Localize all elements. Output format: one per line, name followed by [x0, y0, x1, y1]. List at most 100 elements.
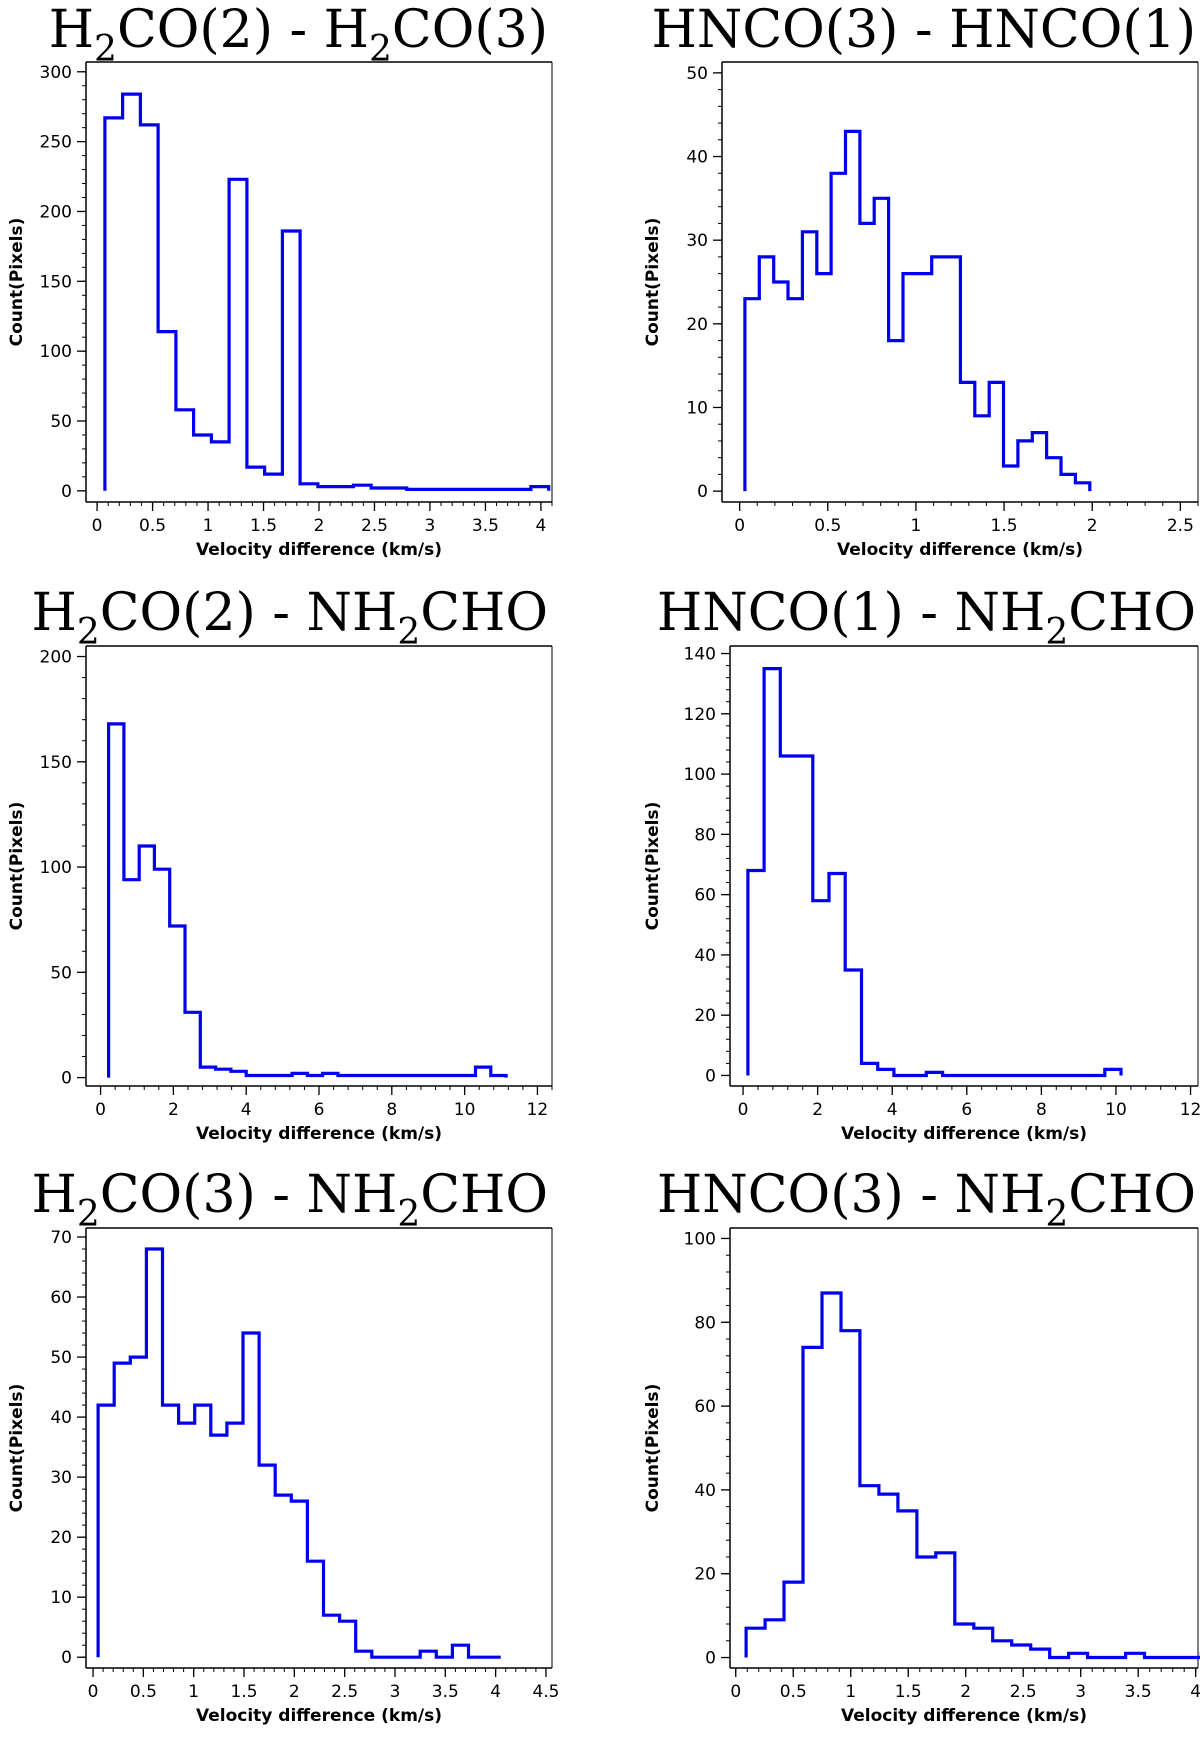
- y-tick-label: 80: [694, 1313, 716, 1333]
- x-tick-label: 4: [1190, 1682, 1200, 1702]
- x-axis-label: Velocity difference (km/s): [841, 1124, 1087, 1144]
- histogram-panel-2: HNCO(3) - HNCO(1) 0 10 20 30 40 50 0 0.5 1 1.5 2 2.5…: [643, 0, 1199, 560]
- title-part: 2: [369, 29, 392, 70]
- histogram-bin: [424, 489, 442, 490]
- histogram-bin: [1105, 1069, 1121, 1075]
- histogram-bin: [185, 1012, 200, 1077]
- y-tick-label: 120: [684, 705, 716, 725]
- histogram-bin: [784, 1582, 803, 1657]
- panel-title: HNCO(3) - NH2CHO: [657, 1165, 1196, 1235]
- histogram-bin: [491, 1075, 506, 1077]
- y-tick-label: 150: [40, 272, 72, 292]
- y-tick-label: 20: [694, 1565, 716, 1585]
- y-tick-label: 200: [40, 648, 72, 668]
- histogram-bin: [860, 223, 874, 491]
- y-tick-label: 0: [61, 482, 72, 502]
- histogram-bin: [960, 382, 974, 491]
- x-tick-label: 6: [961, 1100, 972, 1120]
- x-tick-label: 10: [1105, 1100, 1127, 1120]
- histogram-bin: [291, 1501, 307, 1657]
- histogram-bin: [829, 874, 845, 1076]
- y-tick-label: 100: [40, 342, 72, 362]
- histogram-bin: [1012, 1645, 1031, 1658]
- x-tick-label: 1: [845, 1682, 856, 1702]
- histogram-bin: [975, 416, 989, 491]
- histogram-bin: [748, 871, 764, 1076]
- y-axis-label: Count(Pixels): [643, 802, 663, 931]
- x-tick-label: 0: [738, 1100, 749, 1120]
- histogram-bin: [282, 231, 300, 491]
- x-tick-label: 0: [730, 1682, 741, 1702]
- y-tick-label: 0: [697, 482, 708, 502]
- x-tick-label: 3: [1075, 1682, 1086, 1702]
- y-tick-label: 40: [686, 148, 708, 168]
- histogram-bin: [989, 382, 1003, 491]
- x-tick-label: 6: [314, 1100, 325, 1120]
- histogram-bin: [324, 1615, 340, 1657]
- y-tick-label: 100: [40, 858, 72, 878]
- y-tick-label: 0: [61, 1069, 72, 1089]
- x-axis-label: Velocity difference (km/s): [196, 1706, 442, 1726]
- histogram-bin: [765, 1620, 784, 1658]
- histogram-bin: [1032, 433, 1046, 492]
- x-tick-label: 12: [527, 1100, 549, 1120]
- title-part: 2: [397, 612, 420, 653]
- x-tick-label: 0.5: [780, 1682, 807, 1702]
- histogram-outline: [744, 1291, 1200, 1660]
- histogram-bin: [356, 1651, 372, 1657]
- histogram-bin: [211, 1435, 227, 1657]
- x-tick-label: 4: [535, 516, 546, 536]
- histogram-bin: [442, 489, 460, 490]
- y-tick-label: 300: [40, 63, 72, 83]
- histogram-bin: [265, 474, 283, 491]
- y-tick-label: 0: [61, 1648, 72, 1668]
- histogram-bin: [318, 487, 336, 491]
- histogram-bin: [788, 299, 802, 491]
- histogram-bin: [194, 435, 212, 491]
- histogram-bin: [200, 1067, 215, 1078]
- histogram-bin: [130, 1357, 146, 1657]
- histogram-bin: [495, 489, 513, 490]
- histogram-bin: [338, 1075, 353, 1077]
- y-tick-label: 30: [686, 231, 708, 251]
- title-part: 2: [397, 1194, 420, 1235]
- histogram-bin: [531, 487, 549, 491]
- x-tick-label: 1: [203, 516, 214, 536]
- histogram-bin: [389, 488, 407, 491]
- title-part: CHO: [1068, 1165, 1196, 1225]
- y-tick-label: 0: [705, 1649, 716, 1669]
- x-tick-label: 10: [454, 1100, 476, 1120]
- panel-title: HNCO(1) - NH2CHO: [657, 583, 1196, 653]
- y-tick-label: 140: [684, 645, 716, 665]
- title-part: HNCO(3) - HNCO(1): [652, 0, 1196, 60]
- histogram-bin: [445, 1075, 460, 1077]
- y-axis-label: Count(Pixels): [7, 218, 27, 347]
- histogram-bin: [162, 1405, 178, 1657]
- y-tick-label: 50: [50, 412, 72, 432]
- x-tick-label: 3: [425, 516, 436, 536]
- histogram-bin: [746, 1628, 765, 1657]
- x-tick-label: 0.5: [139, 516, 166, 536]
- histogram-bin: [460, 1075, 475, 1077]
- x-tick-label: 4: [241, 1100, 252, 1120]
- histogram-bin: [513, 489, 531, 490]
- histogram-bin: [231, 1071, 246, 1077]
- y-tick-label: 100: [684, 1229, 716, 1249]
- histogram-bin: [176, 410, 194, 491]
- histogram-bin: [195, 1405, 211, 1657]
- x-tick-label: 3.5: [432, 1682, 459, 1702]
- histogram-bin: [371, 488, 389, 491]
- title-part: HNCO(3) - NH: [657, 1165, 1045, 1225]
- histogram-bin: [259, 1465, 275, 1657]
- x-tick-label: 0.5: [130, 1682, 157, 1702]
- x-tick-label: 0: [88, 1682, 99, 1702]
- x-tick-label: 2.5: [331, 1682, 358, 1702]
- x-tick-label: 8: [386, 1100, 397, 1120]
- x-axis-label: Velocity difference (km/s): [841, 1706, 1087, 1726]
- y-tick-label: 20: [686, 315, 708, 335]
